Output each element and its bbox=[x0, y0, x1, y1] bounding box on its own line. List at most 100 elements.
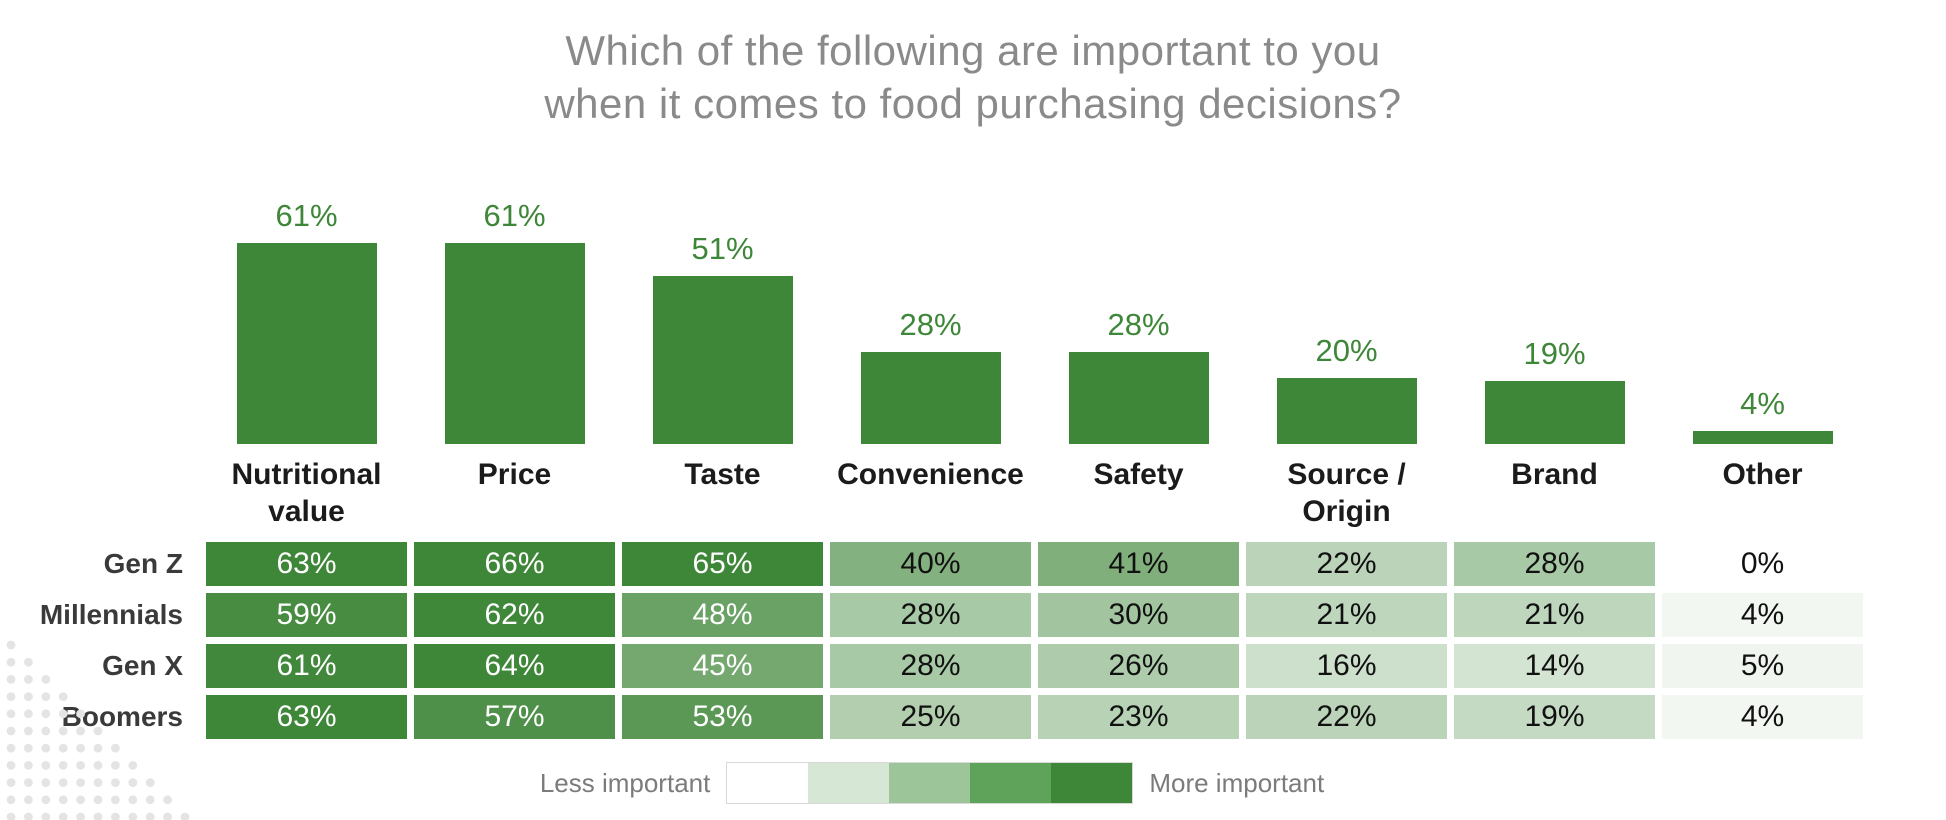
decorative-dot bbox=[145, 812, 155, 820]
bar bbox=[1692, 430, 1833, 444]
category-label: Source / Origin bbox=[1287, 458, 1406, 528]
row-label: Millennials bbox=[39, 599, 183, 630]
heatmap-cell: 16% bbox=[1246, 644, 1447, 688]
decorative-dot bbox=[76, 812, 85, 820]
table-row: Boomers 63% 57% 53% 25% 23% 22% 19% 4% bbox=[1, 695, 1863, 739]
category-label: Nutritional value bbox=[231, 458, 382, 528]
color-legend: Less important More important bbox=[1, 762, 1863, 804]
chart-title-line1: Which of the following are important to … bbox=[565, 27, 1381, 74]
bar-value-label: 20% bbox=[1315, 333, 1378, 368]
row-label: Boomers bbox=[61, 701, 183, 732]
bar bbox=[1068, 351, 1209, 444]
bar-value-label: 28% bbox=[899, 306, 962, 342]
decorative-dot bbox=[128, 812, 138, 820]
heatmap-cell: 21% bbox=[1246, 593, 1447, 637]
heatmap-table: Gen Z 63% 66% 65% 40% 41% 22% 28% 0% Millennials 5… bbox=[1, 542, 1863, 746]
legend-swatch bbox=[970, 763, 1052, 803]
legend-swatch bbox=[808, 763, 890, 803]
bar-value-label: 4% bbox=[1740, 385, 1785, 421]
bar bbox=[652, 275, 793, 444]
bar-value-label: 28% bbox=[1107, 306, 1170, 342]
bar bbox=[860, 351, 1001, 444]
heatmap-cell: 45% bbox=[622, 644, 823, 688]
bar-value-label: 19% bbox=[1523, 336, 1586, 372]
legend-swatch bbox=[889, 763, 971, 803]
bar-value-label: 51% bbox=[691, 230, 754, 266]
row-label: Gen X bbox=[102, 650, 183, 681]
heatmap-cell: 61% bbox=[206, 644, 407, 688]
category-label: Taste bbox=[684, 458, 761, 491]
category-label: Convenience bbox=[837, 458, 1024, 491]
heatmap-cell: 0% bbox=[1662, 542, 1863, 586]
heatmap-cell: 62% bbox=[414, 593, 615, 637]
legend-swatch bbox=[1051, 763, 1133, 803]
decorative-dot bbox=[41, 812, 51, 820]
legend-swatch bbox=[727, 763, 809, 803]
legend-more-label: More important bbox=[1149, 767, 1325, 798]
category-label: Safety bbox=[1093, 458, 1184, 491]
legend-swatch-strip bbox=[726, 762, 1134, 804]
heatmap-cell: 22% bbox=[1246, 695, 1447, 739]
heatmap-cell: 28% bbox=[830, 644, 1031, 688]
bar-column-1: 61% bbox=[206, 198, 407, 444]
row-label: Gen Z bbox=[103, 548, 183, 579]
category-labels-row: Nutritional value Price Taste Convenience Sa… bbox=[1, 456, 1863, 530]
heatmap-cell: 23% bbox=[1038, 695, 1239, 739]
decorative-dot bbox=[24, 812, 33, 820]
bar-column-4: 28% bbox=[830, 198, 1031, 444]
decorative-dot bbox=[6, 812, 16, 820]
heatmap-cell: 63% bbox=[206, 542, 407, 586]
table-row: Gen Z 63% 66% 65% 40% 41% 22% 28% 0% bbox=[1, 542, 1863, 586]
heatmap-cell: 30% bbox=[1038, 593, 1239, 637]
bar-column-2: 61% bbox=[414, 198, 615, 444]
heatmap-cell: 14% bbox=[1454, 644, 1655, 688]
bar-column-5: 28% bbox=[1038, 198, 1239, 444]
heatmap-cell: 59% bbox=[206, 593, 407, 637]
chart-title-line2: when it comes to food purchasing decisio… bbox=[544, 80, 1402, 127]
decorative-dot bbox=[163, 812, 172, 820]
heatmap-cell: 41% bbox=[1038, 542, 1239, 586]
legend-less-label: Less important bbox=[539, 767, 711, 798]
heatmap-cell: 64% bbox=[414, 644, 615, 688]
chart-title: Which of the following are important to … bbox=[0, 24, 1946, 130]
bar-value-label: 61% bbox=[483, 198, 546, 233]
decorative-dot bbox=[58, 812, 68, 820]
bar-value-label: 61% bbox=[275, 198, 338, 233]
table-row: Millennials 59% 62% 48% 28% 30% 21% 21% 4% bbox=[1, 593, 1863, 637]
decorative-dot bbox=[180, 812, 190, 820]
bar-column-3: 51% bbox=[622, 198, 823, 444]
heatmap-cell: 57% bbox=[414, 695, 615, 739]
category-label: Price bbox=[477, 458, 552, 491]
bar-chart: 61% 61% 51% 28% 28% 20% 19% 4% bbox=[1, 198, 1863, 444]
bar bbox=[1484, 381, 1625, 444]
heatmap-cell: 4% bbox=[1662, 695, 1863, 739]
heatmap-cell: 28% bbox=[1454, 542, 1655, 586]
heatmap-cell: 5% bbox=[1662, 644, 1863, 688]
category-label: Other bbox=[1722, 458, 1803, 491]
bar-column-7: 19% bbox=[1454, 198, 1655, 444]
heatmap-cell: 25% bbox=[830, 695, 1031, 739]
heatmap-cell: 53% bbox=[622, 695, 823, 739]
category-labels-spacer bbox=[1, 456, 199, 530]
bar bbox=[1276, 378, 1417, 444]
table-row: Gen X 61% 64% 45% 28% 26% 16% 14% 5% bbox=[1, 644, 1863, 688]
heatmap-cell: 48% bbox=[622, 593, 823, 637]
heatmap-cell: 22% bbox=[1246, 542, 1447, 586]
decorative-dot bbox=[93, 812, 103, 820]
bar-column-8: 4% bbox=[1662, 198, 1863, 444]
decorative-dot bbox=[111, 812, 120, 820]
heatmap-cell: 66% bbox=[414, 542, 615, 586]
heatmap-cell: 28% bbox=[830, 593, 1031, 637]
heatmap-cell: 26% bbox=[1038, 644, 1239, 688]
heatmap-cell: 40% bbox=[830, 542, 1031, 586]
category-label: Brand bbox=[1511, 458, 1598, 491]
heatmap-cell: 21% bbox=[1454, 593, 1655, 637]
bar bbox=[444, 243, 585, 444]
heatmap-cell: 65% bbox=[622, 542, 823, 586]
bar-chart-spacer bbox=[1, 198, 199, 444]
heatmap-cell: 19% bbox=[1454, 695, 1655, 739]
bar-column-6: 20% bbox=[1246, 198, 1447, 444]
heatmap-cell: 63% bbox=[206, 695, 407, 739]
heatmap-cell: 4% bbox=[1662, 593, 1863, 637]
